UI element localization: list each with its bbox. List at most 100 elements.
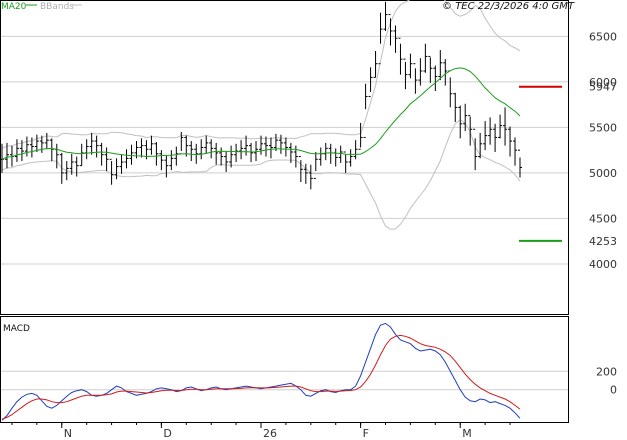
bband-lower — [1, 119, 521, 230]
macd-title: MACD — [3, 324, 30, 334]
ohlc-bar — [99, 142, 104, 166]
ohlc-bar — [298, 156, 303, 183]
ohlc-bar — [393, 25, 398, 53]
ohlc-bar — [338, 145, 343, 163]
ohlc-bar — [59, 152, 64, 184]
ohlc-bar — [278, 134, 283, 154]
ohlc-bar — [164, 155, 169, 178]
ohlc-bar — [219, 147, 224, 166]
ohlc-bar — [4, 142, 9, 169]
ohlc-bar — [358, 122, 363, 150]
ohlc-bar — [438, 50, 443, 81]
ohlc-bar — [109, 158, 114, 185]
ohlc-bar — [513, 137, 518, 166]
date-axis: N D 26 F M — [11, 422, 511, 440]
ohlc-bar — [263, 136, 268, 157]
ohlc-bar — [268, 137, 273, 159]
ohlc-bar — [74, 156, 79, 177]
ohlc-bar — [154, 141, 159, 166]
ohlc-bar — [259, 135, 263, 155]
ohlc-bar — [69, 153, 74, 175]
ohlc-bar — [498, 114, 503, 139]
ohlc-bar — [34, 134, 39, 152]
ohlc-bar — [288, 142, 293, 163]
ohlc-bar — [398, 37, 403, 75]
ohlc-bar — [283, 137, 288, 157]
ohlc-bar — [104, 147, 109, 172]
ohlc-bar — [159, 150, 164, 171]
date-tick-label: D — [163, 427, 171, 440]
ohlc-bar — [189, 141, 194, 162]
ohlc-bars — [0, 1, 522, 190]
ohlc-bar — [124, 149, 129, 169]
ohlc-bar — [473, 128, 478, 171]
ohlc-bar — [199, 139, 204, 160]
macd-tick-label: 200 — [596, 365, 617, 378]
price-tick-label: 4000 — [589, 258, 617, 271]
ohlc-bar — [229, 145, 234, 168]
ohlc-bar — [234, 143, 239, 163]
date-tick-label: 26 — [263, 427, 277, 440]
ohlc-bar — [64, 161, 69, 181]
macd-lines — [1, 322, 521, 421]
ma-legend-label: MA20 — [1, 2, 27, 12]
date-tick-label: F — [363, 427, 369, 440]
ohlc-bar — [79, 143, 84, 167]
ma20-path — [1, 67, 521, 160]
price-levels: 5947 4253 — [519, 81, 617, 248]
ohlc-bar — [39, 135, 44, 153]
ohlc-bar — [518, 149, 522, 178]
price-tick-label: 5000 — [589, 167, 617, 180]
ohlc-bar — [453, 92, 458, 122]
price-tick-label: 5500 — [589, 121, 617, 134]
price-tick-label: 6500 — [589, 30, 617, 43]
level-label: 5947 — [589, 81, 617, 94]
ohlc-bar — [478, 132, 483, 159]
bbands-legend-label: BBands — [40, 2, 74, 12]
ohlc-bar — [433, 65, 438, 92]
ohlc-bar — [388, 14, 393, 46]
ohlc-bar — [348, 149, 353, 167]
ohlc-bar — [119, 154, 124, 174]
price-tick-label: 6000 — [589, 76, 617, 89]
ohlc-bar — [418, 58, 423, 86]
ohlc-bar — [308, 164, 313, 190]
ohlc-bar — [313, 151, 318, 179]
ohlc-bar — [209, 139, 214, 159]
level-label: 4253 — [589, 235, 617, 248]
ohlc-bar — [458, 105, 463, 139]
ohlc-bar — [174, 146, 179, 166]
macd-panel — [0, 316, 569, 423]
ohlc-bar — [353, 140, 358, 160]
ohlc-bar — [408, 53, 413, 79]
ohlc-bar — [24, 136, 29, 157]
ohlc-bar — [423, 43, 428, 73]
ma20-line — [1, 67, 521, 160]
ohlc-bar — [149, 135, 154, 155]
macd-tick-label: 0 — [610, 384, 617, 397]
ohlc-bar — [14, 139, 19, 163]
ohlc-bar — [89, 132, 94, 155]
ohlc-bar — [488, 117, 493, 145]
macd-gridlines — [1, 370, 568, 391]
ohlc-bar — [194, 143, 199, 164]
ohlc-bar — [323, 142, 328, 161]
ohlc-bar — [29, 137, 34, 158]
ohlc-bar — [204, 135, 209, 154]
date-tick-label: N — [64, 427, 72, 440]
ohlc-bar — [44, 132, 49, 150]
ohlc-bar — [493, 123, 498, 152]
ohlc-bar — [363, 83, 368, 138]
ohlc-bar — [463, 103, 468, 132]
ohlc-bar — [139, 138, 144, 158]
ohlc-bar — [239, 140, 244, 160]
ohlc-bar — [508, 126, 513, 157]
ohlc-bar — [273, 133, 278, 152]
ohlc-bar — [403, 58, 408, 90]
price-panel — [0, 0, 569, 315]
price-axis-labels: 4000 4500 5000 5500 6000 6500 — [589, 30, 617, 271]
ohlc-bar — [468, 115, 473, 146]
ohlc-bar — [483, 121, 488, 151]
ohlc-bar — [254, 141, 259, 162]
